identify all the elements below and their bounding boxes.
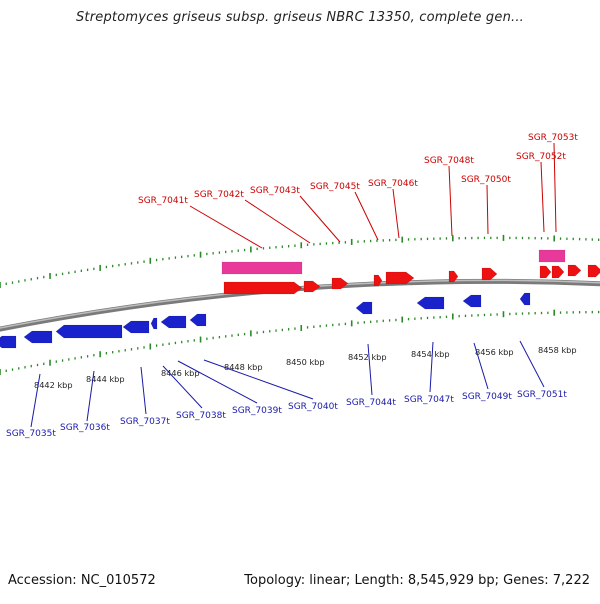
reverse-gene-arrow[interactable] — [23, 330, 53, 344]
forward-gene-arrow[interactable] — [481, 267, 498, 281]
forward-label-leader — [354, 191, 379, 241]
reverse-gene-label[interactable]: SGR_7037t — [120, 417, 170, 427]
forward-gene-label[interactable]: SGR_7052t — [516, 152, 566, 162]
accession-label: Accession: NC_010572 — [8, 573, 156, 588]
reverse-label-leader — [30, 373, 41, 428]
forward-gene-arrow[interactable] — [448, 270, 459, 283]
forward-gene-arrow[interactable] — [539, 265, 552, 279]
scale-label: 8448 kbp — [224, 362, 263, 372]
forward-label-leader — [540, 161, 545, 233]
forward-label-leader — [486, 184, 489, 235]
forward-gene-label[interactable]: SGR_7045t — [310, 182, 360, 192]
forward-gene-arrow[interactable] — [385, 271, 415, 285]
reverse-gene-arrow[interactable] — [189, 313, 207, 327]
forward-gene-label[interactable]: SGR_7042t — [194, 190, 244, 200]
reverse-label-leader — [429, 341, 434, 393]
reverse-gene-arrow[interactable] — [160, 315, 187, 329]
scale-label: 8450 kbp — [286, 357, 325, 367]
forward-label-leader — [392, 188, 400, 239]
scale-label: 8444 kbp — [86, 374, 125, 384]
forward-gene-label[interactable]: SGR_7050t — [461, 175, 511, 185]
reverse-label-leader — [140, 366, 147, 415]
forward-label-leader — [244, 199, 311, 244]
reverse-gene-arrow[interactable] — [416, 296, 445, 310]
forward-gene-arrow[interactable] — [551, 265, 565, 279]
forward-gene-label[interactable]: SGR_7046t — [368, 179, 418, 189]
reverse-gene-labels: SGR_7035t SGR_7036t SGR_7037t SGR_7038t SGR_… — [6, 340, 567, 439]
forward-label-leader — [448, 165, 453, 237]
scale-label: 8454 kbp — [411, 349, 450, 359]
forward-rna-feature[interactable] — [221, 261, 303, 275]
genome-title: Streptomyces griseus subsp. griseus NBRC… — [75, 10, 525, 25]
forward-gene-label[interactable]: SGR_7053t — [528, 133, 578, 143]
forward-gene-arrow[interactable] — [567, 264, 582, 277]
forward-gene-arrow[interactable] — [373, 274, 383, 287]
reverse-gene-label[interactable]: SGR_7044t — [346, 398, 396, 408]
forward-gene-arrow[interactable] — [331, 277, 349, 290]
forward-gene-labels: SGR_7041t SGR_7042t SGR_7043t SGR_7045t SGR_… — [138, 133, 578, 249]
reverse-gene-label[interactable]: SGR_7035t — [6, 429, 56, 439]
scale-label: 8442 kbp — [34, 380, 73, 390]
reverse-gene-label[interactable]: SGR_7051t — [517, 390, 567, 400]
scale-label: 8452 kbp — [348, 352, 387, 362]
forward-gene-arrow[interactable] — [223, 281, 303, 295]
reverse-label-leader — [203, 359, 314, 400]
forward-label-leader — [189, 205, 263, 249]
reverse-gene-label[interactable]: SGR_7040t — [288, 402, 338, 412]
forward-gene-track — [223, 264, 600, 295]
inner-tick-row — [0, 309, 600, 375]
reverse-gene-arrow[interactable] — [122, 320, 150, 334]
reverse-label-leader — [473, 342, 489, 390]
reverse-gene-arrow[interactable] — [150, 317, 158, 330]
reverse-label-leader — [367, 343, 373, 396]
forward-gene-arrow[interactable] — [587, 264, 600, 278]
reverse-gene-label[interactable]: SGR_7038t — [176, 411, 226, 421]
reverse-gene-label[interactable]: SGR_7036t — [60, 423, 110, 433]
reverse-gene-arrow[interactable] — [519, 292, 531, 306]
reverse-gene-label[interactable]: SGR_7049t — [462, 392, 512, 402]
reverse-gene-arrow[interactable] — [55, 324, 123, 339]
reverse-gene-arrow[interactable] — [355, 301, 373, 315]
reverse-gene-label[interactable]: SGR_7047t — [404, 395, 454, 405]
reverse-label-leader — [162, 365, 203, 409]
reverse-gene-arrow[interactable] — [462, 294, 482, 308]
forward-label-leader — [553, 142, 557, 233]
reverse-label-leader — [519, 340, 545, 388]
scale-label: 8456 kbp — [475, 347, 514, 357]
reverse-label-leader — [86, 370, 95, 422]
genome-summary: Topology: linear; Length: 8,545,929 bp; … — [244, 573, 590, 588]
forward-rna-track — [221, 249, 566, 275]
scale-label: 8458 kbp — [538, 345, 577, 355]
forward-rna-feature[interactable] — [538, 249, 566, 263]
outer-tick-row — [0, 234, 600, 288]
reverse-gene-label[interactable]: SGR_7039t — [232, 406, 282, 416]
forward-gene-label[interactable]: SGR_7048t — [424, 156, 474, 166]
reverse-label-leader — [177, 360, 258, 404]
reverse-gene-track — [0, 292, 531, 349]
forward-gene-arrow[interactable] — [303, 280, 321, 293]
forward-gene-label[interactable]: SGR_7043t — [250, 186, 300, 196]
scale-labels: 8442 kbp 8444 kbp 8446 kbp 8448 kbp 8450 kbp… — [34, 345, 577, 390]
forward-gene-label[interactable]: SGR_7041t — [138, 196, 188, 206]
reverse-gene-arrow[interactable] — [0, 335, 17, 349]
scale-label: 8446 kbp — [161, 368, 200, 378]
forward-label-leader — [299, 195, 341, 243]
